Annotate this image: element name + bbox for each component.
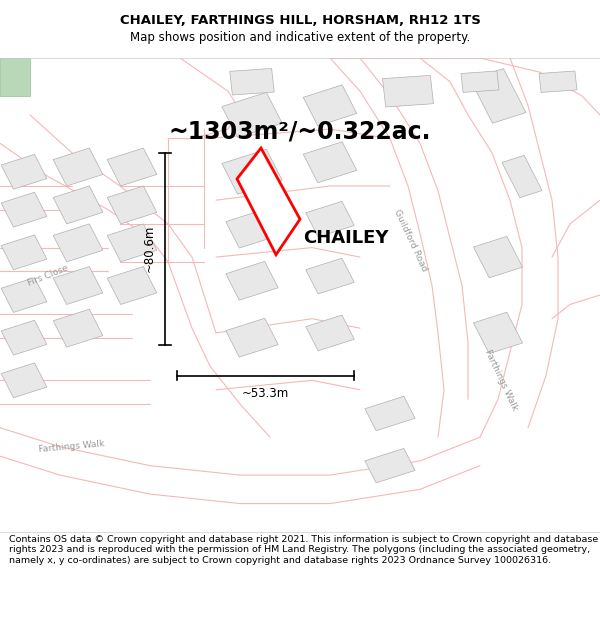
- Polygon shape: [0, 58, 30, 96]
- Polygon shape: [222, 92, 282, 138]
- Text: Farthings Walk: Farthings Walk: [483, 349, 519, 412]
- Polygon shape: [1, 235, 47, 270]
- Polygon shape: [53, 267, 103, 304]
- Polygon shape: [53, 186, 103, 224]
- Polygon shape: [1, 192, 47, 227]
- Polygon shape: [226, 209, 278, 248]
- Polygon shape: [303, 142, 357, 182]
- Polygon shape: [306, 201, 354, 237]
- Polygon shape: [107, 267, 157, 304]
- Polygon shape: [306, 315, 354, 351]
- Polygon shape: [107, 186, 157, 224]
- Text: Guildford Road: Guildford Road: [392, 208, 430, 273]
- Polygon shape: [470, 69, 526, 123]
- Polygon shape: [222, 149, 282, 194]
- Text: Firs Close: Firs Close: [26, 264, 70, 288]
- Polygon shape: [539, 71, 577, 92]
- Polygon shape: [473, 312, 523, 354]
- Text: ~53.3m: ~53.3m: [242, 388, 289, 401]
- Text: ~80.6m: ~80.6m: [143, 225, 156, 272]
- Polygon shape: [53, 224, 103, 262]
- Polygon shape: [502, 156, 542, 198]
- Text: Contains OS data © Crown copyright and database right 2021. This information is : Contains OS data © Crown copyright and d…: [9, 535, 598, 564]
- Polygon shape: [1, 278, 47, 312]
- Polygon shape: [1, 363, 47, 398]
- Text: CHAILEY, FARTHINGS HILL, HORSHAM, RH12 1TS: CHAILEY, FARTHINGS HILL, HORSHAM, RH12 1…: [119, 14, 481, 28]
- Polygon shape: [473, 236, 523, 278]
- Polygon shape: [53, 148, 103, 186]
- Text: CHAILEY: CHAILEY: [303, 229, 389, 247]
- Text: Farthings Walk: Farthings Walk: [38, 439, 106, 454]
- Polygon shape: [303, 85, 357, 126]
- Polygon shape: [365, 449, 415, 483]
- Polygon shape: [107, 148, 157, 186]
- Polygon shape: [365, 396, 415, 431]
- Polygon shape: [306, 258, 354, 294]
- Polygon shape: [237, 148, 300, 255]
- Polygon shape: [1, 320, 47, 355]
- Polygon shape: [226, 318, 278, 357]
- Polygon shape: [461, 71, 499, 92]
- Polygon shape: [230, 69, 274, 95]
- Polygon shape: [1, 154, 47, 189]
- Polygon shape: [53, 309, 103, 347]
- Polygon shape: [107, 224, 157, 262]
- Text: Map shows position and indicative extent of the property.: Map shows position and indicative extent…: [130, 31, 470, 44]
- Polygon shape: [383, 76, 433, 107]
- Text: ~1303m²/~0.322ac.: ~1303m²/~0.322ac.: [168, 119, 431, 144]
- Polygon shape: [226, 261, 278, 300]
